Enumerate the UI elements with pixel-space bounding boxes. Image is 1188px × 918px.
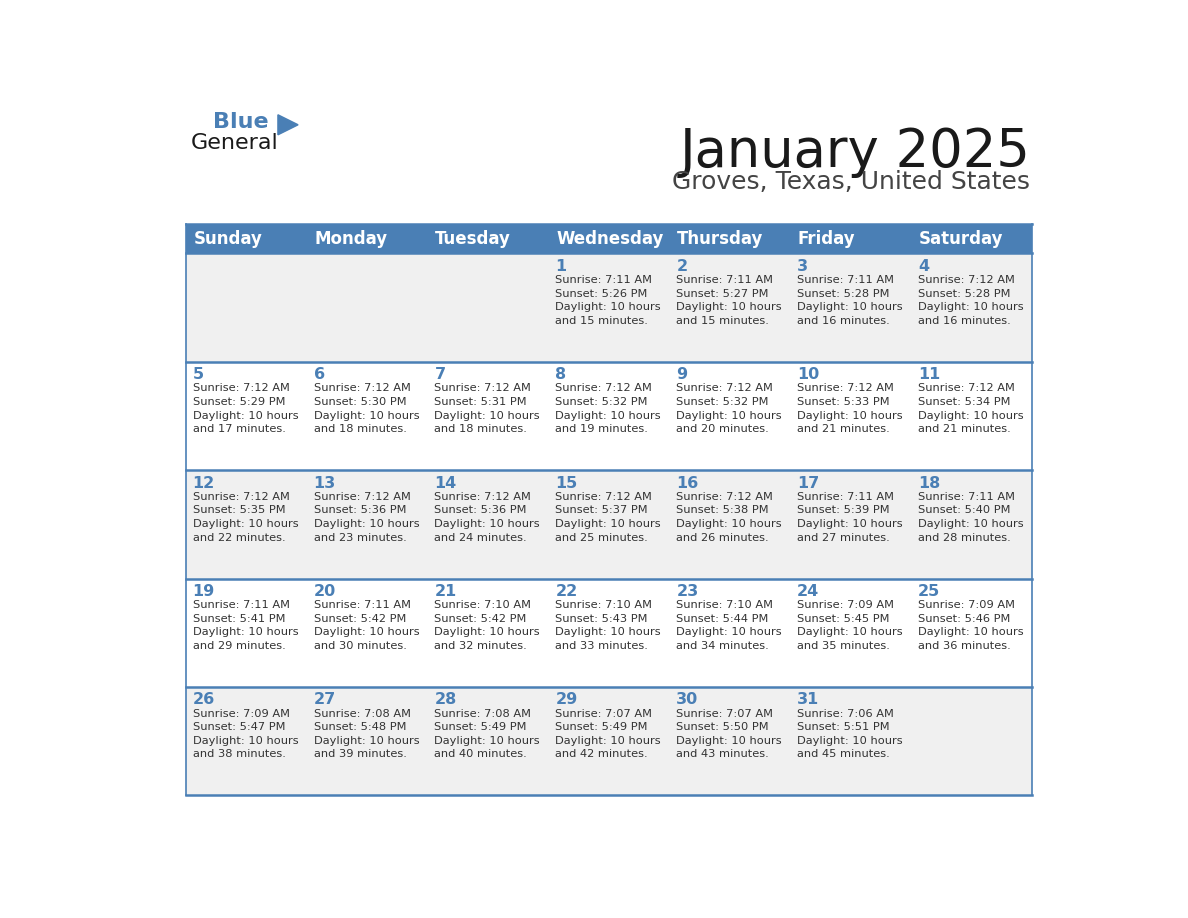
Text: 30: 30 <box>676 692 699 708</box>
Text: 4: 4 <box>918 259 929 274</box>
Text: Sunrise: 7:12 AM
Sunset: 5:36 PM
Daylight: 10 hours
and 24 minutes.: Sunrise: 7:12 AM Sunset: 5:36 PM Dayligh… <box>435 492 541 543</box>
Text: Sunrise: 7:10 AM
Sunset: 5:44 PM
Daylight: 10 hours
and 34 minutes.: Sunrise: 7:10 AM Sunset: 5:44 PM Dayligh… <box>676 600 782 651</box>
Text: Sunrise: 7:07 AM
Sunset: 5:49 PM
Daylight: 10 hours
and 42 minutes.: Sunrise: 7:07 AM Sunset: 5:49 PM Dayligh… <box>555 709 661 759</box>
Text: General: General <box>191 133 279 153</box>
Text: 11: 11 <box>918 367 941 382</box>
Text: 10: 10 <box>797 367 820 382</box>
Text: 15: 15 <box>555 476 577 490</box>
Text: Sunrise: 7:12 AM
Sunset: 5:32 PM
Daylight: 10 hours
and 19 minutes.: Sunrise: 7:12 AM Sunset: 5:32 PM Dayligh… <box>555 384 661 434</box>
Text: Wednesday: Wednesday <box>556 230 664 248</box>
Text: Sunrise: 7:09 AM
Sunset: 5:46 PM
Daylight: 10 hours
and 36 minutes.: Sunrise: 7:09 AM Sunset: 5:46 PM Dayligh… <box>918 600 1024 651</box>
Text: 13: 13 <box>314 476 336 490</box>
Text: Sunrise: 7:12 AM
Sunset: 5:35 PM
Daylight: 10 hours
and 22 minutes.: Sunrise: 7:12 AM Sunset: 5:35 PM Dayligh… <box>192 492 298 543</box>
Text: Sunrise: 7:12 AM
Sunset: 5:37 PM
Daylight: 10 hours
and 25 minutes.: Sunrise: 7:12 AM Sunset: 5:37 PM Dayligh… <box>555 492 661 543</box>
Text: Sunrise: 7:11 AM
Sunset: 5:27 PM
Daylight: 10 hours
and 15 minutes.: Sunrise: 7:11 AM Sunset: 5:27 PM Dayligh… <box>676 274 782 326</box>
Text: 1: 1 <box>555 259 567 274</box>
Text: Sunrise: 7:08 AM
Sunset: 5:49 PM
Daylight: 10 hours
and 40 minutes.: Sunrise: 7:08 AM Sunset: 5:49 PM Dayligh… <box>435 709 541 759</box>
Text: Sunrise: 7:11 AM
Sunset: 5:26 PM
Daylight: 10 hours
and 15 minutes.: Sunrise: 7:11 AM Sunset: 5:26 PM Dayligh… <box>555 274 661 326</box>
Text: 8: 8 <box>555 367 567 382</box>
Bar <box>185 362 1032 470</box>
Bar <box>185 224 1032 253</box>
Text: 31: 31 <box>797 692 820 708</box>
Text: 21: 21 <box>435 584 456 599</box>
Text: Sunrise: 7:11 AM
Sunset: 5:39 PM
Daylight: 10 hours
and 27 minutes.: Sunrise: 7:11 AM Sunset: 5:39 PM Dayligh… <box>797 492 903 543</box>
Text: 25: 25 <box>918 584 941 599</box>
Text: Sunrise: 7:12 AM
Sunset: 5:36 PM
Daylight: 10 hours
and 23 minutes.: Sunrise: 7:12 AM Sunset: 5:36 PM Dayligh… <box>314 492 419 543</box>
Text: 29: 29 <box>555 692 577 708</box>
Text: Thursday: Thursday <box>677 230 764 248</box>
Bar <box>185 253 1032 362</box>
Text: 12: 12 <box>192 476 215 490</box>
Text: Sunrise: 7:11 AM
Sunset: 5:40 PM
Daylight: 10 hours
and 28 minutes.: Sunrise: 7:11 AM Sunset: 5:40 PM Dayligh… <box>918 492 1024 543</box>
Text: 16: 16 <box>676 476 699 490</box>
Bar <box>185 578 1032 687</box>
Text: Sunrise: 7:12 AM
Sunset: 5:38 PM
Daylight: 10 hours
and 26 minutes.: Sunrise: 7:12 AM Sunset: 5:38 PM Dayligh… <box>676 492 782 543</box>
Text: Sunrise: 7:12 AM
Sunset: 5:34 PM
Daylight: 10 hours
and 21 minutes.: Sunrise: 7:12 AM Sunset: 5:34 PM Dayligh… <box>918 384 1024 434</box>
Text: Saturday: Saturday <box>918 230 1004 248</box>
Text: 20: 20 <box>314 584 336 599</box>
Text: 9: 9 <box>676 367 688 382</box>
Text: 23: 23 <box>676 584 699 599</box>
Text: Tuesday: Tuesday <box>435 230 511 248</box>
Text: 19: 19 <box>192 584 215 599</box>
Text: 5: 5 <box>192 367 204 382</box>
Text: Sunrise: 7:11 AM
Sunset: 5:41 PM
Daylight: 10 hours
and 29 minutes.: Sunrise: 7:11 AM Sunset: 5:41 PM Dayligh… <box>192 600 298 651</box>
Text: 26: 26 <box>192 692 215 708</box>
Text: Sunrise: 7:09 AM
Sunset: 5:47 PM
Daylight: 10 hours
and 38 minutes.: Sunrise: 7:09 AM Sunset: 5:47 PM Dayligh… <box>192 709 298 759</box>
Text: Sunday: Sunday <box>194 230 263 248</box>
Text: Sunrise: 7:10 AM
Sunset: 5:42 PM
Daylight: 10 hours
and 32 minutes.: Sunrise: 7:10 AM Sunset: 5:42 PM Dayligh… <box>435 600 541 651</box>
Text: Sunrise: 7:06 AM
Sunset: 5:51 PM
Daylight: 10 hours
and 45 minutes.: Sunrise: 7:06 AM Sunset: 5:51 PM Dayligh… <box>797 709 903 759</box>
Text: Monday: Monday <box>315 230 387 248</box>
Bar <box>185 470 1032 578</box>
Text: January 2025: January 2025 <box>680 126 1030 177</box>
Polygon shape <box>278 115 298 135</box>
Text: 3: 3 <box>797 259 808 274</box>
Text: Sunrise: 7:11 AM
Sunset: 5:42 PM
Daylight: 10 hours
and 30 minutes.: Sunrise: 7:11 AM Sunset: 5:42 PM Dayligh… <box>314 600 419 651</box>
Bar <box>185 687 1032 796</box>
Text: 2: 2 <box>676 259 688 274</box>
Text: Groves, Texas, United States: Groves, Texas, United States <box>672 170 1030 195</box>
Text: Sunrise: 7:12 AM
Sunset: 5:31 PM
Daylight: 10 hours
and 18 minutes.: Sunrise: 7:12 AM Sunset: 5:31 PM Dayligh… <box>435 384 541 434</box>
Text: 6: 6 <box>314 367 324 382</box>
Text: 27: 27 <box>314 692 336 708</box>
Text: 18: 18 <box>918 476 941 490</box>
Text: Sunrise: 7:12 AM
Sunset: 5:29 PM
Daylight: 10 hours
and 17 minutes.: Sunrise: 7:12 AM Sunset: 5:29 PM Dayligh… <box>192 384 298 434</box>
Text: Sunrise: 7:10 AM
Sunset: 5:43 PM
Daylight: 10 hours
and 33 minutes.: Sunrise: 7:10 AM Sunset: 5:43 PM Dayligh… <box>555 600 661 651</box>
Text: Sunrise: 7:09 AM
Sunset: 5:45 PM
Daylight: 10 hours
and 35 minutes.: Sunrise: 7:09 AM Sunset: 5:45 PM Dayligh… <box>797 600 903 651</box>
Text: Sunrise: 7:12 AM
Sunset: 5:30 PM
Daylight: 10 hours
and 18 minutes.: Sunrise: 7:12 AM Sunset: 5:30 PM Dayligh… <box>314 384 419 434</box>
Text: Friday: Friday <box>798 230 855 248</box>
Text: 17: 17 <box>797 476 820 490</box>
Text: Sunrise: 7:12 AM
Sunset: 5:32 PM
Daylight: 10 hours
and 20 minutes.: Sunrise: 7:12 AM Sunset: 5:32 PM Dayligh… <box>676 384 782 434</box>
Text: 24: 24 <box>797 584 820 599</box>
Text: Blue: Blue <box>213 112 268 131</box>
Text: Sunrise: 7:12 AM
Sunset: 5:33 PM
Daylight: 10 hours
and 21 minutes.: Sunrise: 7:12 AM Sunset: 5:33 PM Dayligh… <box>797 384 903 434</box>
Text: 7: 7 <box>435 367 446 382</box>
Text: Sunrise: 7:11 AM
Sunset: 5:28 PM
Daylight: 10 hours
and 16 minutes.: Sunrise: 7:11 AM Sunset: 5:28 PM Dayligh… <box>797 274 903 326</box>
Text: Sunrise: 7:07 AM
Sunset: 5:50 PM
Daylight: 10 hours
and 43 minutes.: Sunrise: 7:07 AM Sunset: 5:50 PM Dayligh… <box>676 709 782 759</box>
Text: 28: 28 <box>435 692 456 708</box>
Text: 22: 22 <box>555 584 577 599</box>
Text: Sunrise: 7:12 AM
Sunset: 5:28 PM
Daylight: 10 hours
and 16 minutes.: Sunrise: 7:12 AM Sunset: 5:28 PM Dayligh… <box>918 274 1024 326</box>
Text: 14: 14 <box>435 476 456 490</box>
Text: Sunrise: 7:08 AM
Sunset: 5:48 PM
Daylight: 10 hours
and 39 minutes.: Sunrise: 7:08 AM Sunset: 5:48 PM Dayligh… <box>314 709 419 759</box>
